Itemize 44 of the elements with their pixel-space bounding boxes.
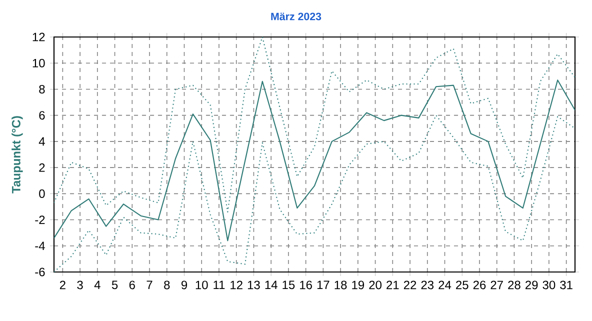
x-tick-label: 11 xyxy=(214,280,225,289)
x-tick-label: 4 xyxy=(94,280,100,289)
x-tick-label: 22 xyxy=(404,280,416,290)
x-tick-label: 6 xyxy=(129,280,135,290)
x-tick-label: 29 xyxy=(526,280,538,290)
x-tick-label: 2 xyxy=(60,280,66,290)
y-tick-label: -2 xyxy=(35,216,45,224)
y-tick-label: 8 xyxy=(39,84,45,94)
y-tick-label: 6 xyxy=(39,111,45,120)
x-tick-label: 19 xyxy=(352,280,364,290)
x-tick-label: 16 xyxy=(300,280,312,290)
x-tick-label: 18 xyxy=(334,280,347,290)
x-tick-label: 23 xyxy=(421,280,434,290)
chart-title: März 2023 xyxy=(271,12,322,20)
x-tick-label: 24 xyxy=(438,280,452,290)
line-series xyxy=(54,37,576,212)
x-tick-label: 5 xyxy=(112,280,118,290)
y-tick-label: 10 xyxy=(32,58,45,68)
x-tick-label: 20 xyxy=(369,280,382,290)
x-tick-label: 30 xyxy=(542,280,556,290)
x-tick-label: 7 xyxy=(146,280,152,289)
x-tick-label: 21 xyxy=(386,280,399,290)
x-tick-label: 13 xyxy=(248,280,260,290)
y-tick-label: 2 xyxy=(39,163,45,172)
x-tick-label: 10 xyxy=(196,280,208,290)
x-tick-label: 14 xyxy=(265,280,278,289)
x-tick-label: 9 xyxy=(181,280,188,290)
y-tick-label: -6 xyxy=(35,268,45,276)
x-tick-label: 31 xyxy=(560,280,572,290)
x-tick-label: 15 xyxy=(282,280,295,290)
y-tick-label: -4 xyxy=(35,242,45,250)
y-tick-label: 12 xyxy=(32,32,45,42)
y-tick-label: 4 xyxy=(38,137,45,146)
y-tick-label: 0 xyxy=(39,189,45,198)
x-tick-label: 25 xyxy=(456,280,468,290)
y-axis-title: Taupunkt (°C) xyxy=(12,116,23,194)
x-tick-label: 28 xyxy=(508,280,520,290)
x-tick-label: 17 xyxy=(317,280,330,289)
x-tick-label: 12 xyxy=(230,280,242,290)
x-tick-label: 27 xyxy=(490,280,503,290)
x-tick-label: 3 xyxy=(77,280,83,290)
line-series xyxy=(54,114,576,272)
x-tick-label: 26 xyxy=(473,280,486,290)
x-tick-label: 8 xyxy=(164,280,170,290)
